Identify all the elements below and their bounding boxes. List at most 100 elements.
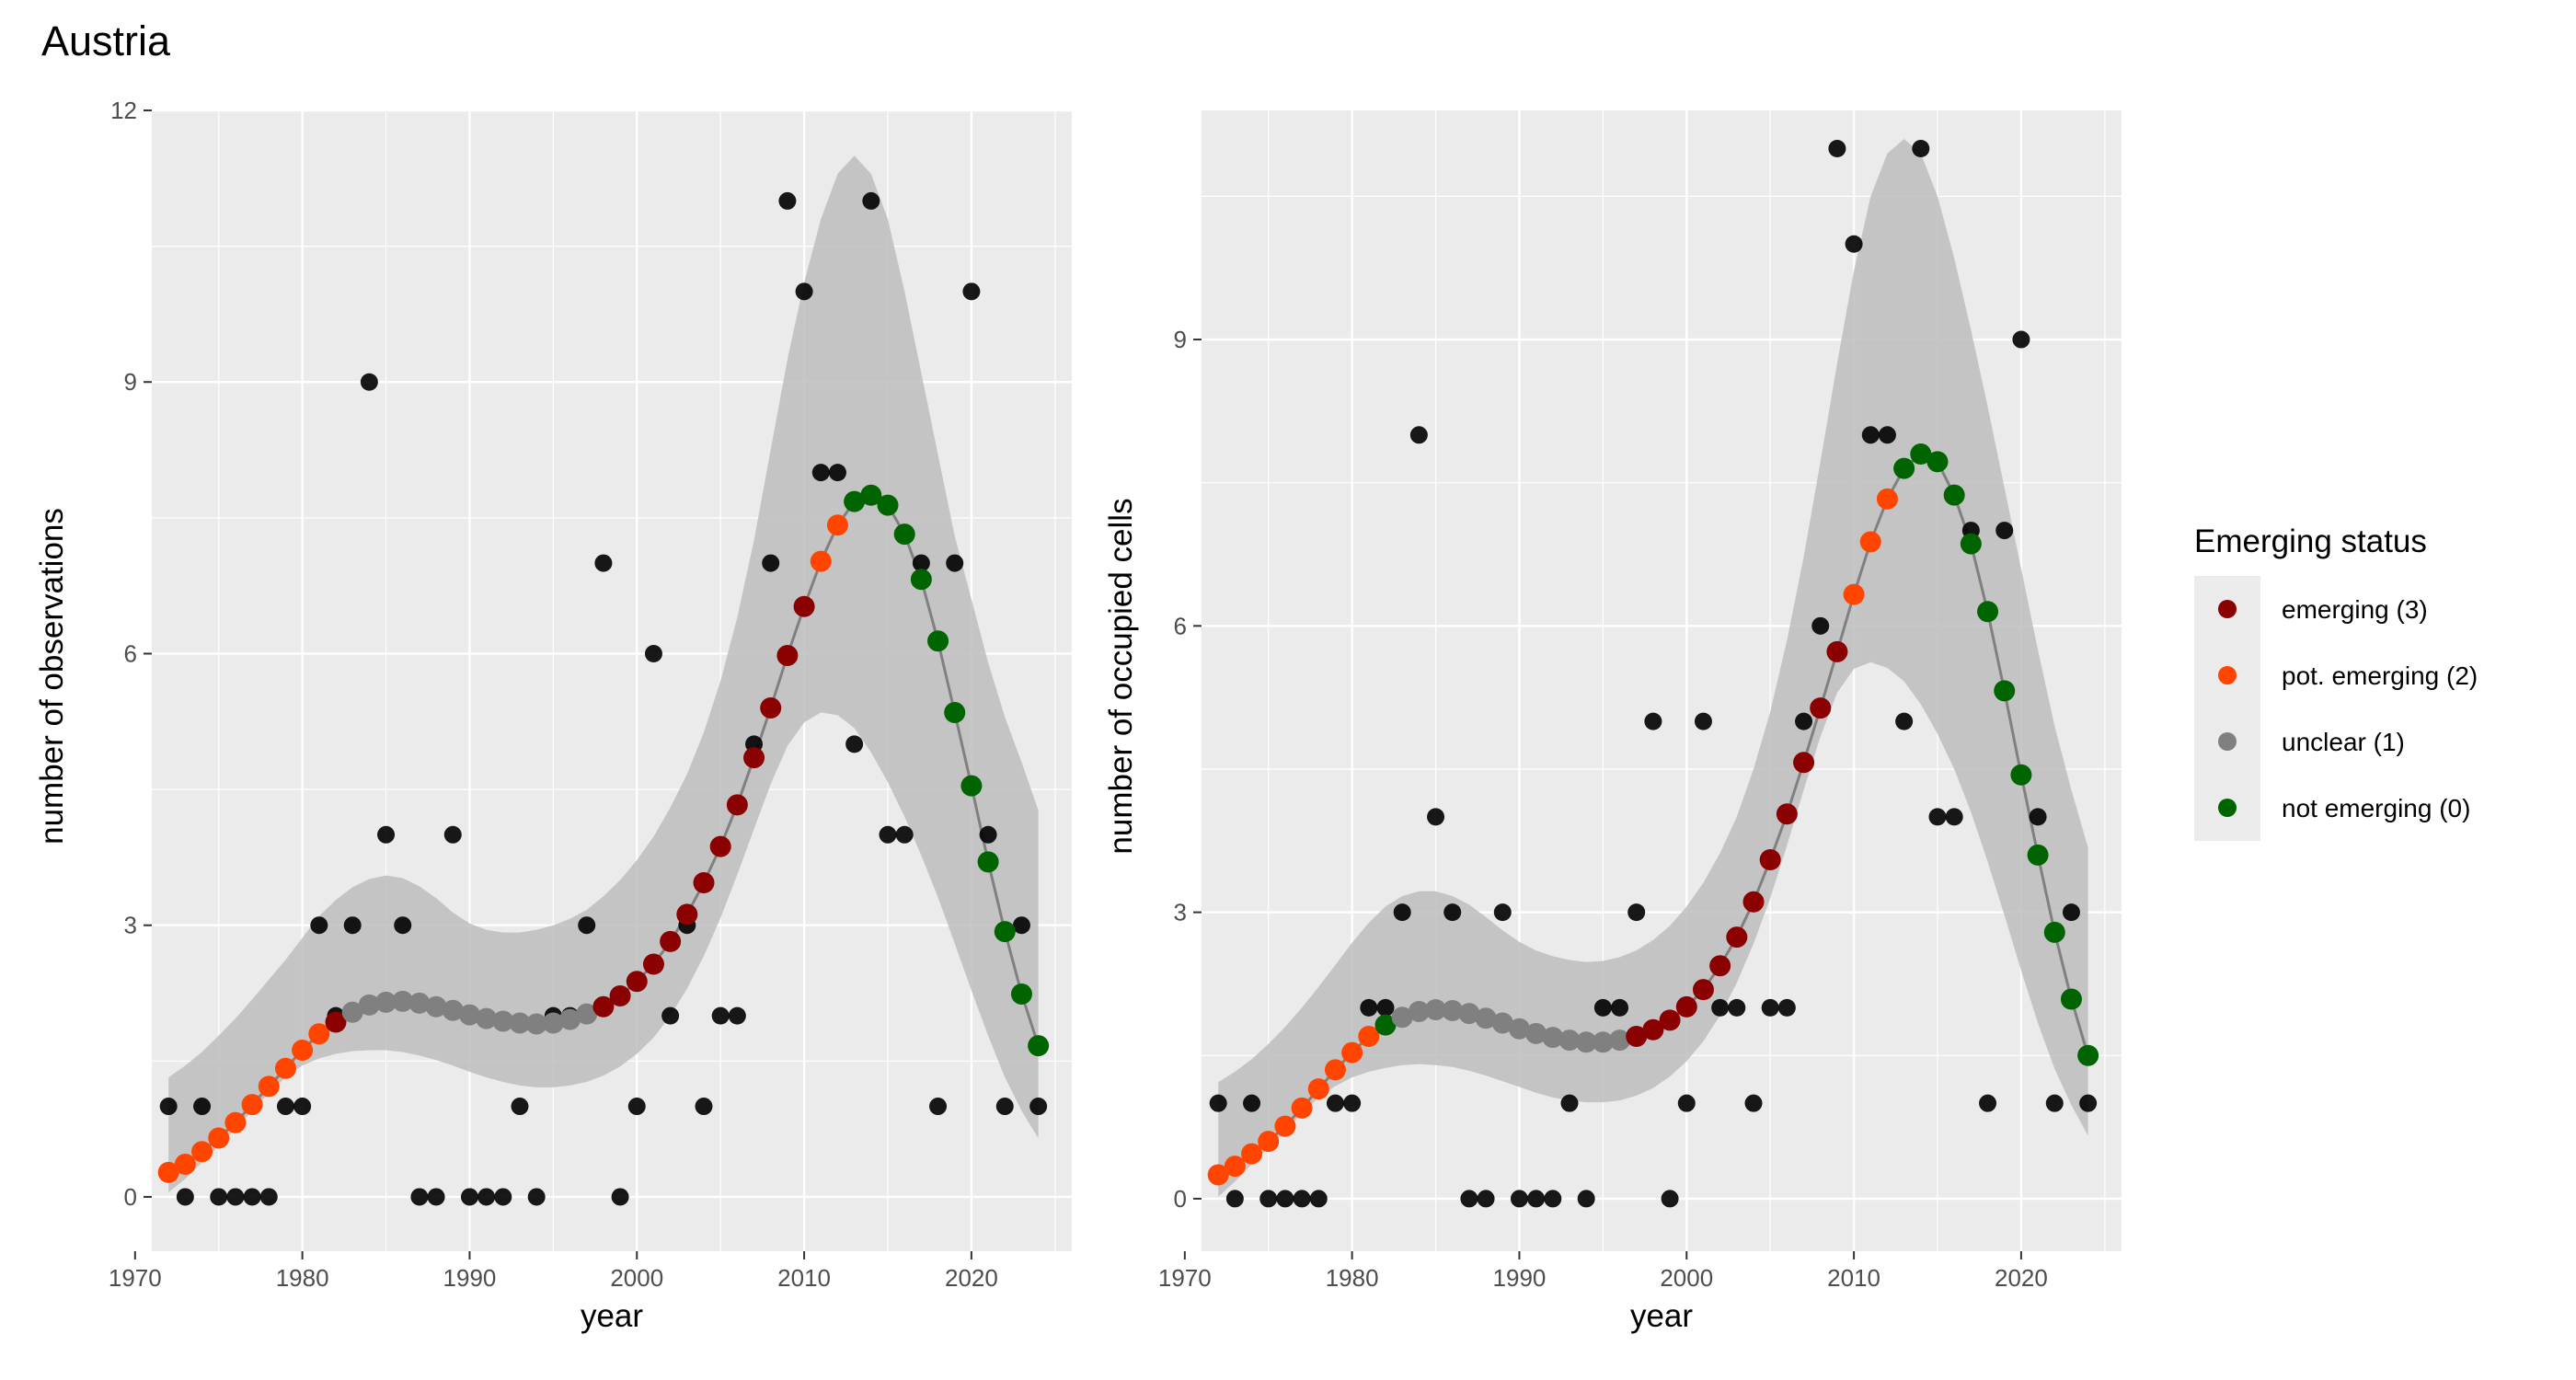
trend-point: [1592, 1031, 1614, 1053]
observed-point: [1243, 1094, 1261, 1112]
observed-point: [310, 916, 328, 935]
observed-point: [427, 1188, 445, 1206]
trend-point: [793, 595, 815, 617]
observed-point: [494, 1188, 512, 1206]
observed-point: [477, 1188, 496, 1206]
trend-point: [1307, 1078, 1329, 1100]
observed-point: [293, 1098, 312, 1116]
y-tick-label: 12: [110, 97, 137, 124]
observed-point: [1711, 998, 1730, 1017]
trend-point: [1458, 1003, 1480, 1025]
observed-point: [1029, 1098, 1048, 1116]
observed-point: [1560, 1094, 1579, 1112]
trend-point: [877, 494, 899, 516]
trend-point: [743, 747, 765, 769]
trend-point: [476, 1007, 498, 1029]
trend-point: [1893, 457, 1915, 479]
observed-point: [527, 1188, 546, 1206]
trend-point: [1609, 1029, 1631, 1052]
observed-point: [1409, 426, 1428, 444]
trend-point: [1542, 1027, 1564, 1049]
trend-point: [2027, 844, 2049, 866]
trend-point: [1525, 1022, 1547, 1044]
trend-point: [1374, 1014, 1397, 1036]
trend-point: [1926, 451, 1949, 473]
observed-point: [611, 1188, 629, 1206]
trend-point: [1241, 1143, 1263, 1165]
observed-point: [1276, 1190, 1294, 1208]
trend-point: [559, 1008, 581, 1030]
observed-point: [1644, 712, 1662, 730]
trend-point: [642, 953, 664, 975]
x-tick-label: 2000: [610, 1264, 663, 1292]
legend: Emerging status emerging (3) pot. emergi…: [2194, 523, 2478, 841]
observed-point: [1477, 1190, 1495, 1208]
chart-panel-observations: 1970 1980 1990 2000 2010 2020 0 3 6 9 12 year number…: [34, 97, 1072, 1334]
observed-point: [1593, 998, 1612, 1017]
observed-point: [828, 464, 846, 482]
observed-point: [377, 825, 396, 844]
trend-point: [1859, 531, 1881, 553]
observed-point: [2079, 1094, 2098, 1112]
trend-point: [375, 991, 397, 1013]
observed-point: [1744, 1094, 1763, 1112]
x-axis-title: year: [1630, 1298, 1693, 1334]
observed-point: [627, 1098, 646, 1116]
observed-point: [929, 1098, 948, 1116]
trend-point: [1408, 1001, 1430, 1023]
trend-point: [1659, 1009, 1681, 1031]
observed-point: [811, 464, 830, 482]
x-tick-label: 1980: [276, 1264, 329, 1292]
trend-point: [927, 630, 949, 652]
trend-point: [893, 523, 915, 546]
observed-point: [410, 1188, 429, 1206]
confidence-ribbon: [1218, 139, 2088, 1197]
trend-point: [358, 994, 380, 1016]
legend-label: emerging (3): [2282, 595, 2428, 624]
trend-point: [977, 851, 999, 873]
trend-point: [341, 1001, 363, 1023]
observed-point: [1343, 1094, 1362, 1112]
observed-point: [979, 825, 997, 844]
trend-point: [542, 1012, 564, 1034]
observed-point: [1811, 616, 1830, 635]
observed-point: [879, 825, 897, 844]
trend-point: [274, 1057, 296, 1079]
y-axis-title: number of observations: [34, 508, 70, 845]
x-axis-title: year: [581, 1298, 643, 1334]
observed-point: [1912, 140, 1930, 158]
trend-point: [592, 995, 615, 1018]
observed-point: [1979, 1094, 1997, 1112]
trend-point: [1028, 1035, 1050, 1057]
observed-point: [1945, 808, 1963, 826]
trend-point: [1358, 1026, 1380, 1048]
y-tick-label: 3: [124, 912, 137, 939]
trend-point: [1475, 1007, 1497, 1029]
trend-point: [408, 992, 431, 1014]
observed-point: [159, 1098, 178, 1116]
trend-point: [1324, 1059, 1346, 1081]
observed-point: [394, 916, 412, 935]
trend-point: [425, 995, 447, 1018]
trend-point: [1575, 1031, 1597, 1053]
observed-point: [1209, 1094, 1227, 1112]
trend-point: [191, 1141, 213, 1163]
trend-point: [1341, 1041, 1363, 1064]
trend-point: [1010, 983, 1032, 1006]
trend-point: [224, 1111, 247, 1133]
trend-point: [810, 550, 832, 572]
trend-point: [157, 1161, 179, 1183]
y-tick-label: 9: [1174, 326, 1187, 353]
observed-point: [243, 1188, 261, 1206]
trend-point: [1692, 979, 1714, 1001]
observed-point: [862, 191, 880, 210]
trend-point: [693, 871, 715, 893]
legend-label: not emerging (0): [2282, 794, 2470, 822]
observed-point: [1611, 998, 1629, 1017]
observed-point: [1828, 140, 1846, 158]
observed-point: [1360, 998, 1378, 1017]
observed-point: [695, 1098, 713, 1116]
trend-point: [1742, 891, 1765, 913]
trend-point: [1977, 601, 1999, 623]
trend-point: [1675, 995, 1697, 1018]
